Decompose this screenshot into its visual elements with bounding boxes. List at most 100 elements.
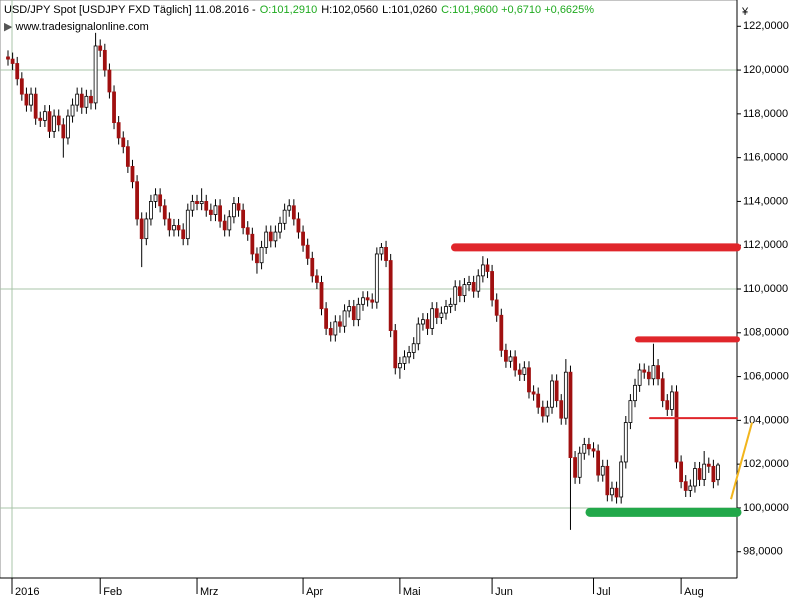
candle-body [660,378,665,402]
candle-body [47,111,52,132]
candle-body [181,229,186,240]
candle-body [425,319,430,329]
candle-body [185,209,190,240]
candle-body [545,406,550,417]
candle-body [301,231,305,246]
candle-body [356,303,361,321]
candle-body [259,247,264,264]
candle-body [448,303,453,307]
candle-body [623,422,628,463]
candle-body [79,93,84,108]
y-tick-label: 120,0000 [743,64,789,76]
title-value: H:102,0560 [321,4,378,16]
candle-body [646,371,651,380]
candle-body [282,209,287,224]
candle-body [600,465,605,476]
candle-body [688,485,693,491]
candle-body [467,282,471,286]
candle-body [61,124,66,139]
candle-body [102,49,107,71]
candle-body [24,93,29,106]
candle-body [125,146,130,167]
candle-body [351,306,356,321]
candle-body [656,365,660,380]
candle-body [365,297,370,301]
candle-body [499,314,504,351]
candle-body [490,271,494,301]
candle-body [633,384,637,402]
candle-body [702,463,707,480]
candle-body [577,452,582,478]
candle-body [218,205,222,222]
candle-body [665,400,670,410]
candle-body [679,461,684,483]
candle-body [568,371,573,458]
candle-body [411,343,416,353]
candle-body [176,225,181,231]
candle-body [485,264,490,272]
candle-body [19,78,24,95]
candle-body [213,205,218,215]
candle-body [333,321,338,336]
candle-body [162,205,167,220]
candle-body [619,461,624,498]
candle-body [388,260,393,331]
candle-body [407,352,412,358]
y-tick-label: 106,0000 [743,370,789,382]
candle-body [430,308,435,329]
y-tick-label: 118,0000 [743,108,788,120]
x-tick-label: Mai [403,586,421,598]
candle-body [52,115,57,132]
candle-body [421,319,425,325]
title-value: L:101,0260 [382,4,437,16]
candle-body [370,299,375,303]
candle-body [504,349,508,362]
candle-body [89,95,93,104]
candle-body [573,457,577,478]
title-text: USD/JPY Spot [USDJPY FXD Täglich] 11.08.… [4,4,256,16]
candle-body [361,297,365,305]
source-bullet: ▶ [4,21,16,33]
candle-body [15,63,20,80]
x-tick-label: Aug [684,586,704,598]
trend-line [730,422,753,500]
candle-body [517,369,522,375]
candle-body [637,369,642,386]
candle-body [29,93,33,106]
x-tick-label: Jul [597,586,611,598]
candle-body [42,111,47,121]
candle-body [273,231,278,242]
candle-body [190,201,195,211]
candle-body [384,247,388,261]
candle-body [563,371,568,419]
candle-body [144,218,149,240]
candle-body [66,115,70,139]
candle-body [70,104,75,117]
candle-body [522,367,527,375]
candle-body [222,220,227,231]
candle-body [531,391,536,395]
candle-body [107,69,112,93]
candle-body [397,363,402,369]
candle-body [587,444,591,450]
candle-body [112,91,116,124]
candle-body [434,308,439,318]
candle-body [116,122,121,139]
candle-body [314,275,319,283]
candle-body [33,93,38,119]
candle-body [706,463,711,467]
y-tick-label: 116,0000 [743,152,788,164]
candle-body [716,464,720,481]
candle-body [674,391,679,463]
y-tick-label: 108,0000 [743,327,789,339]
candle-body [56,115,61,126]
candle-body [268,231,273,242]
candle-body [379,247,384,255]
candle-body [453,286,458,305]
x-tick-label: Feb [103,586,122,598]
candle-body [291,205,296,220]
candle-body [199,201,204,205]
candle-body [610,487,614,496]
candle-body [149,201,153,220]
candle-body [153,194,158,202]
